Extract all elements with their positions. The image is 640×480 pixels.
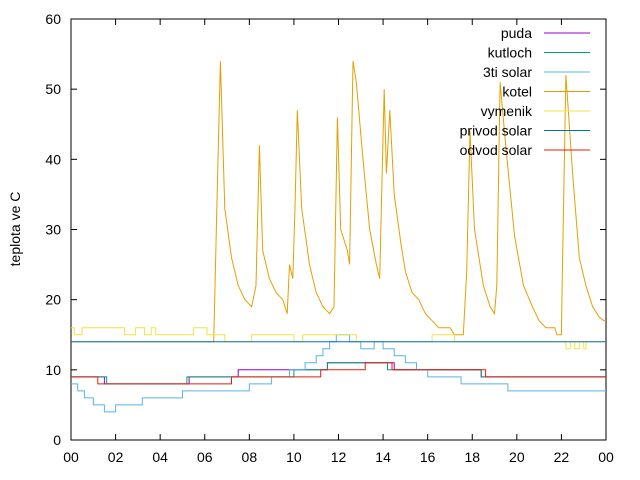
x-tick-label: 04 [152, 449, 168, 465]
x-tick-label: 14 [375, 449, 391, 465]
x-tick-label: 10 [286, 449, 302, 465]
series-layer [71, 61, 606, 413]
x-tick-label: 22 [554, 449, 570, 465]
x-tick-label: 08 [242, 449, 258, 465]
y-axis-label: teplota ve C [7, 192, 23, 267]
y-tick-label: 0 [53, 432, 61, 448]
series-line-3 [71, 61, 606, 343]
series-line-4 [71, 327, 606, 350]
legend-label: odvod solar [460, 142, 533, 158]
series-line-1 [71, 362, 606, 385]
x-tick-label: 06 [197, 449, 213, 465]
legend-label: puda [501, 25, 532, 41]
series-line-2 [71, 334, 606, 413]
x-tick-label: 00 [63, 449, 79, 465]
x-tick-label: 00 [598, 449, 614, 465]
series-line-0 [71, 362, 606, 385]
y-tick-label: 60 [45, 11, 61, 27]
y-tick-label: 50 [45, 81, 61, 97]
y-tick-label: 30 [45, 222, 61, 238]
y-tick-label: 20 [45, 292, 61, 308]
legend-label: kotel [502, 84, 532, 100]
x-tick-label: 16 [420, 449, 436, 465]
series-line-6 [71, 362, 606, 385]
y-tick-label: 40 [45, 151, 61, 167]
legend-label: vymenik [481, 103, 533, 119]
x-tick-label: 02 [108, 449, 124, 465]
x-tick-label: 18 [464, 449, 480, 465]
legend-label: kutloch [488, 45, 532, 61]
y-tick-label: 10 [45, 362, 61, 378]
legend-label: privod solar [460, 123, 533, 139]
legend-label: 3ti solar [483, 64, 532, 80]
legend: puda kutloch 3ti solar kotel vymenik privod s… [460, 25, 590, 158]
x-tick-label: 12 [331, 449, 347, 465]
x-tick-label: 20 [509, 449, 525, 465]
